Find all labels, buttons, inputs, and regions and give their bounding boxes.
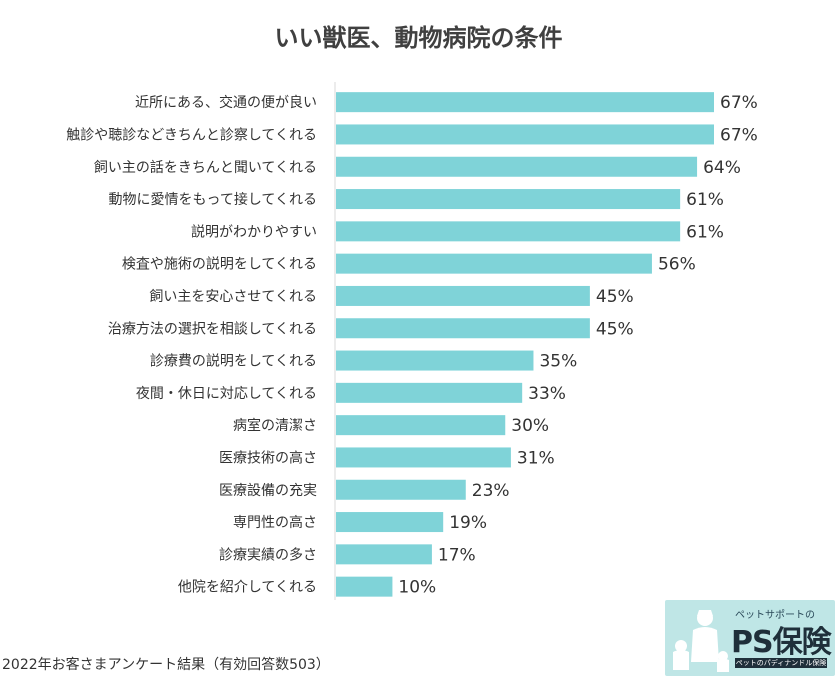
data-label: 19% — [449, 513, 487, 533]
category-label: 治療方法の選択を相談してくれる — [108, 320, 317, 337]
data-label: 67% — [720, 125, 758, 145]
bar — [336, 350, 534, 371]
data-label: 23% — [472, 481, 510, 501]
category-label: 病室の清潔さ — [233, 417, 317, 434]
category-label: 検査や施術の説明をしてくれる — [122, 257, 317, 273]
category-label: 説明がわかりやすい — [191, 224, 317, 240]
category-label: 診療費の説明をしてくれる — [150, 353, 317, 370]
bar — [336, 479, 466, 500]
data-label: 31% — [517, 448, 555, 468]
bar — [336, 189, 681, 210]
pet-owner-icon — [673, 610, 729, 672]
category-label: 触診や聴診などきちんと診察してくれる — [66, 126, 317, 143]
bar — [336, 92, 714, 113]
logo-tagline: ペットのパディナンドル保険 — [735, 658, 827, 668]
bar — [336, 576, 393, 597]
category-label: 医療設備の充実 — [219, 482, 317, 499]
data-label: 61% — [686, 190, 724, 210]
category-label: 夜間・休日に対応してくれる — [136, 386, 317, 402]
data-label: 30% — [511, 416, 549, 436]
ps-hoken-logo: ペットサポートの PS保険 ペットのパディナンドル保険 — [665, 600, 835, 676]
category-label: 飼い主の話をきちんと聞いてくれる — [94, 159, 317, 176]
logo-name: PS保険 — [731, 625, 832, 660]
bar-chart: 近所にある、交通の便が良い 67% 触診や聴診などきちんと診察してくれる 67% 飼い主… — [66, 82, 758, 600]
bar — [336, 447, 511, 468]
bar — [336, 512, 444, 533]
bar — [336, 544, 432, 565]
data-label: 45% — [596, 319, 634, 339]
data-label: 56% — [658, 255, 696, 275]
logo-subtitle: ペットサポートの — [735, 610, 815, 621]
data-label: 61% — [686, 222, 724, 242]
category-label: 診療実績の多さ — [219, 546, 317, 563]
category-label: 医療技術の高さ — [219, 449, 317, 466]
bar — [336, 253, 652, 274]
category-label: 近所にある、交通の便が良い — [135, 94, 317, 111]
category-label: 他院を紹介してくれる — [178, 580, 317, 596]
bar — [336, 285, 590, 306]
data-label: 64% — [703, 158, 741, 178]
data-label: 45% — [596, 287, 634, 307]
bar — [336, 318, 590, 339]
footer-note: 2022年お客さまアンケート結果（有効回答数503） — [2, 657, 330, 673]
bar — [336, 221, 681, 242]
category-label: 動物に愛情をもって接してくれる — [109, 191, 317, 208]
bar — [336, 415, 506, 436]
data-label: 10% — [398, 578, 436, 598]
data-label: 33% — [528, 384, 566, 404]
bar — [336, 382, 523, 403]
data-label: 67% — [720, 93, 758, 113]
category-label: 専門性の高さ — [233, 514, 317, 531]
chart-title: いい獣医、動物病院の条件 — [274, 24, 563, 52]
bar — [336, 156, 698, 177]
bar — [336, 124, 714, 145]
data-label: 35% — [539, 352, 577, 372]
data-label: 17% — [438, 545, 476, 565]
category-label: 飼い主を安心させてくれる — [149, 289, 317, 305]
